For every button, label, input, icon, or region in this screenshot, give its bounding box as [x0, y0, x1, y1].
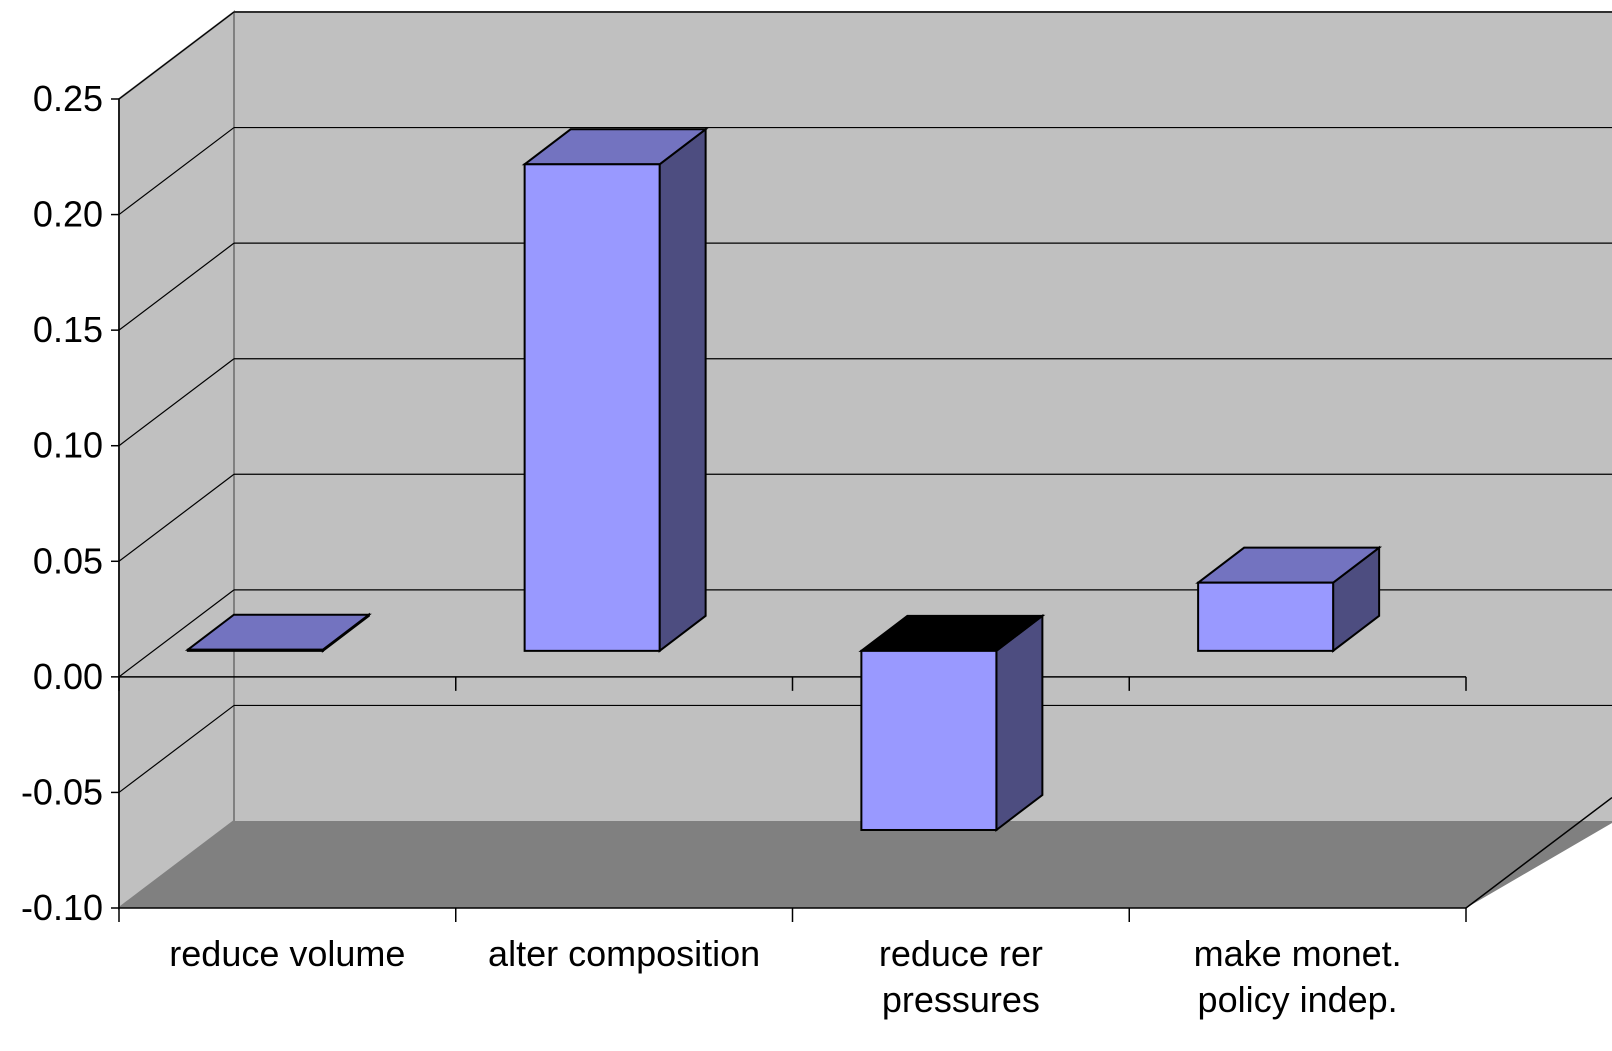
bar [858, 613, 1046, 833]
bar-front-face [1197, 581, 1335, 652]
x-category-label-line: reduce volume [169, 933, 405, 974]
y-tick-label: 0.25 [33, 78, 103, 119]
bar [521, 127, 709, 653]
x-category-label: reduce rer pressures [879, 933, 1043, 1020]
bar-side-face [658, 127, 707, 653]
bar-side-face [995, 613, 1044, 833]
y-tick-label: 0.10 [33, 425, 103, 466]
axes [111, 98, 1467, 922]
y-tick-label: 0.05 [33, 540, 103, 581]
y-tick-label: 0.15 [33, 309, 103, 350]
gridlines [118, 11, 1612, 793]
floor-edge [1465, 796, 1612, 909]
side-wall [118, 9, 235, 911]
x-axis-category-labels: reduce volume alter composition reduce rer… [169, 933, 1401, 1020]
x-category-label: make monet. policy indep. [1194, 933, 1402, 1020]
x-category-label-line: alter composition [488, 933, 760, 974]
x-category-label-line: policy indep. [1198, 979, 1398, 1020]
y-axis-tick-labels: -0.10 -0.05 0.00 0.05 0.10 0.15 0.20 0.25 [21, 78, 103, 928]
y-tick-label: 0.20 [33, 194, 103, 235]
bar-front-face [523, 163, 661, 652]
y-tick-label: -0.10 [21, 887, 103, 928]
floor [119, 821, 1612, 908]
bar [1195, 545, 1383, 653]
bar-front-face [186, 648, 324, 652]
x-category-label-line: pressures [882, 979, 1040, 1020]
gridline-side [118, 473, 235, 562]
x-category-label-line: make monet. [1194, 933, 1402, 974]
x-category-label-line: reduce rer [879, 933, 1043, 974]
y-tick-label: -0.05 [21, 771, 103, 812]
gridline-side [118, 242, 235, 331]
gridline-side [118, 704, 235, 793]
gridline-side [118, 358, 235, 447]
gridline-side [118, 127, 235, 216]
bars [184, 127, 1383, 833]
bar [184, 612, 372, 653]
x-category-label: reduce volume [169, 933, 405, 974]
gridline-side [118, 11, 235, 100]
bar-front-face [860, 649, 998, 831]
gridline-side [118, 589, 235, 678]
x-category-label: alter composition [488, 933, 760, 974]
y-tick-label: 0.00 [33, 656, 103, 697]
